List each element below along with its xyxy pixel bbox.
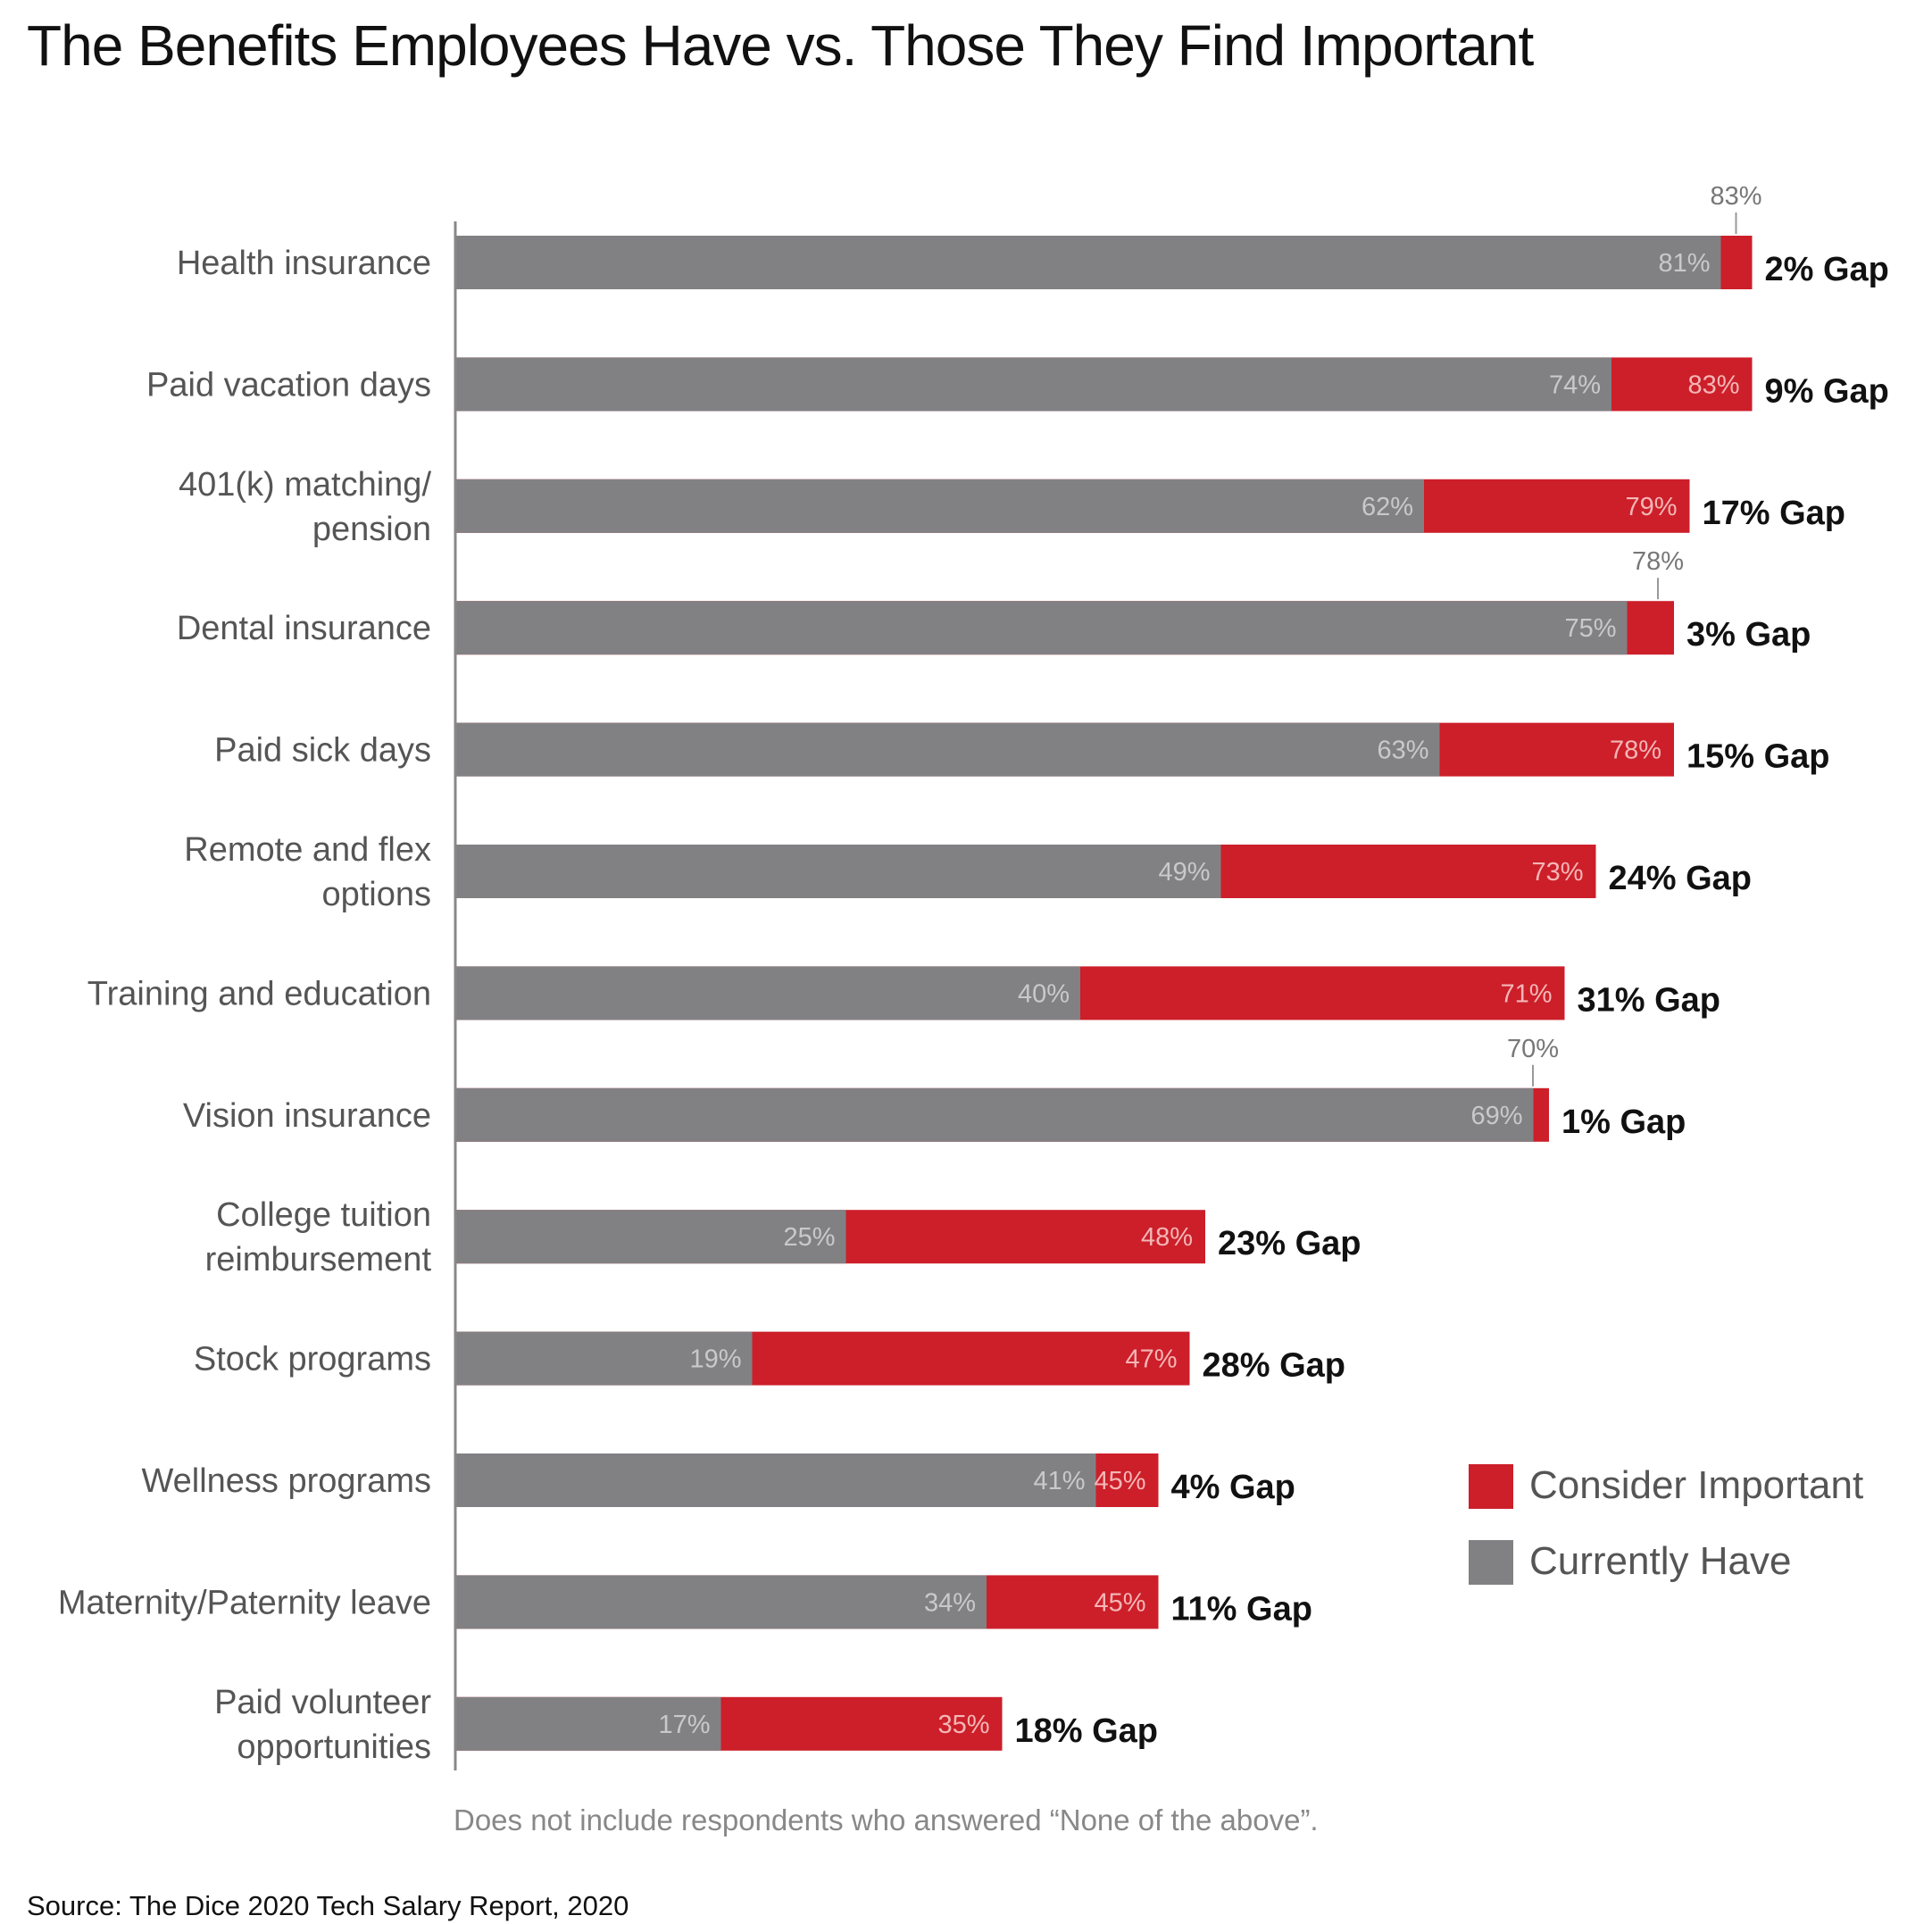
bar-currently-have [455, 357, 1611, 412]
value-label-currently-have: 81% [1658, 249, 1710, 278]
legend-swatch [1469, 1540, 1513, 1585]
gap-label: 2% Gap [1765, 251, 1889, 288]
value-label-consider-important: 71% [1500, 979, 1552, 1008]
legend: Consider Important Currently Have [1469, 1463, 1863, 1585]
bar-currently-have [455, 1575, 987, 1629]
category-label: Stock programs [194, 1341, 431, 1378]
bar-currently-have [455, 236, 1721, 289]
value-label-currently-have: 34% [924, 1588, 976, 1617]
value-label-consider-important: 73% [1531, 858, 1583, 887]
value-label-consider-important: 45% [1094, 1467, 1145, 1495]
category-label: Paid sick days [214, 732, 431, 770]
category-label: pension [312, 511, 431, 548]
value-label-currently-have: 49% [1158, 858, 1210, 887]
bar-currently-have [455, 1087, 1534, 1142]
category-label: Paid volunteer [214, 1684, 431, 1721]
gap-label: 18% Gap [1015, 1712, 1159, 1750]
value-label-consider-important: 83% [1710, 182, 1761, 211]
value-label-currently-have: 40% [1018, 979, 1070, 1008]
value-label-consider-important: 48% [1141, 1223, 1193, 1252]
chart-title: The Benefits Employees Have vs. Those Th… [27, 13, 1534, 78]
value-label-currently-have: 25% [783, 1223, 835, 1252]
gap-label: 1% Gap [1561, 1104, 1686, 1141]
labels-layer: Health insurance 81% 83% 2% Gap Paid vacatio… [58, 182, 1889, 1766]
category-label: options [321, 876, 431, 913]
bar-currently-have [455, 601, 1628, 655]
gap-label: 9% Gap [1765, 372, 1889, 410]
bar-currently-have [455, 1696, 721, 1751]
value-label-consider-important: 70% [1507, 1035, 1559, 1063]
bar-currently-have [455, 1453, 1096, 1507]
category-label: Maternity/Paternity leave [58, 1584, 431, 1621]
value-label-consider-important: 78% [1632, 547, 1684, 576]
value-label-consider-important: 78% [1610, 737, 1661, 765]
gap-label: 3% Gap [1686, 616, 1811, 654]
value-label-currently-have: 19% [689, 1345, 741, 1374]
bar-currently-have [455, 966, 1080, 1020]
bar-currently-have [455, 1331, 753, 1386]
value-label-currently-have: 62% [1362, 493, 1413, 521]
bar-currently-have [455, 479, 1424, 533]
value-label-consider-important: 45% [1094, 1588, 1145, 1617]
category-label: Health insurance [177, 245, 431, 282]
value-label-consider-important: 47% [1125, 1345, 1177, 1374]
gap-label: 11% Gap [1171, 1590, 1312, 1628]
category-label: opportunities [237, 1728, 431, 1766]
value-label-currently-have: 41% [1033, 1467, 1085, 1495]
gap-label: 4% Gap [1171, 1469, 1295, 1506]
gap-label: 28% Gap [1203, 1347, 1346, 1385]
gap-label: 15% Gap [1686, 738, 1830, 776]
gap-label: 23% Gap [1218, 1225, 1362, 1262]
bar-currently-have [455, 1210, 846, 1264]
value-label-currently-have: 69% [1470, 1102, 1522, 1130]
source-note: Source: The Dice 2020 Tech Salary Report… [27, 1890, 629, 1921]
category-label: Dental insurance [177, 610, 431, 647]
category-label: Paid vacation days [146, 366, 431, 404]
category-label: Remote and flex [184, 831, 431, 869]
category-label: reimbursement [205, 1241, 432, 1279]
category-label: Wellness programs [141, 1462, 431, 1500]
gap-label: 24% Gap [1609, 860, 1753, 897]
value-label-consider-important: 83% [1687, 371, 1739, 399]
bars-layer [455, 236, 1753, 1751]
category-label: College tuition [216, 1196, 431, 1234]
value-label-currently-have: 17% [658, 1711, 710, 1739]
value-label-currently-have: 74% [1549, 371, 1601, 399]
gap-label: 31% Gap [1578, 981, 1721, 1019]
legend-label: Currently Have [1529, 1539, 1791, 1583]
chart-footnote: Does not include respondents who answere… [454, 1803, 1319, 1837]
value-label-currently-have: 75% [1564, 614, 1616, 643]
category-label: Training and education [87, 975, 431, 1012]
category-label: 401(k) matching/ [179, 466, 431, 504]
value-label-currently-have: 63% [1377, 737, 1428, 765]
bar-currently-have [455, 845, 1221, 898]
category-label: Vision insurance [183, 1097, 431, 1135]
gap-label: 17% Gap [1703, 495, 1846, 532]
value-label-consider-important: 35% [937, 1711, 989, 1739]
legend-label: Consider Important [1529, 1463, 1863, 1507]
bar-currently-have [455, 722, 1440, 777]
legend-swatch [1469, 1464, 1513, 1509]
value-label-consider-important: 79% [1625, 493, 1677, 521]
